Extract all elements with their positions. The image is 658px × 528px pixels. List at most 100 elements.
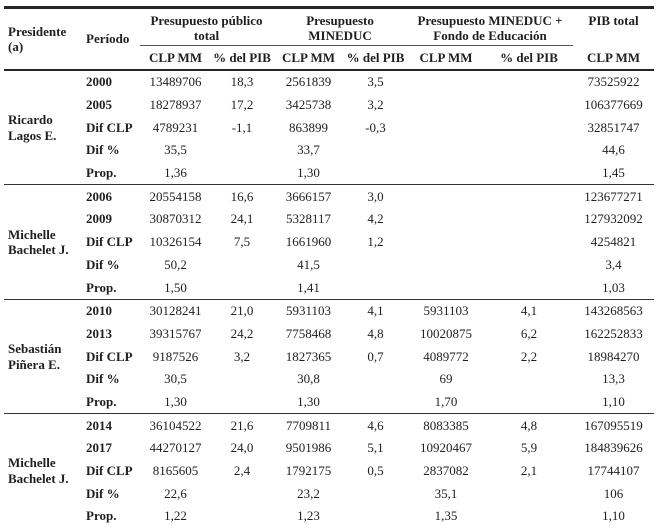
value-cell: 1,30 bbox=[297, 165, 320, 181]
value-cell: 16,6 bbox=[211, 184, 274, 209]
value-cell bbox=[485, 184, 574, 209]
value-cell bbox=[344, 276, 407, 299]
table-row: Dif % 22,6 23,2 35,1 106 bbox=[4, 482, 654, 505]
value-cell: 13,3 bbox=[602, 371, 625, 387]
value-cell: 1661960 bbox=[285, 234, 332, 250]
value-cell bbox=[407, 184, 486, 209]
header-period: Período bbox=[84, 7, 140, 71]
table-row: Michelle Bachelet J. 2006 20554158 16,6 3666… bbox=[4, 184, 655, 300]
value-cell: 106377669 bbox=[584, 97, 643, 113]
period-cell: Dif CLP bbox=[86, 234, 133, 250]
value-cell: 5,9 bbox=[520, 440, 538, 456]
value-cell: 7,5 bbox=[233, 234, 251, 250]
value-cell: 1792175 bbox=[285, 463, 332, 479]
value-cell: 39315767 bbox=[149, 325, 202, 341]
value-cell: 3666157 bbox=[273, 184, 345, 209]
table-row: 2017 44270127 24,0 9501986 5,1 10920467 5,9 184… bbox=[4, 437, 654, 460]
value-cell: 2837082 bbox=[423, 463, 469, 479]
value-cell: 10326154 bbox=[149, 234, 202, 250]
value-cell: 2,4 bbox=[233, 463, 251, 479]
value-cell: 1,2 bbox=[367, 234, 384, 250]
value-cell: 1,36 bbox=[164, 165, 187, 181]
header-subcol-pib-1: % del PIB bbox=[211, 45, 274, 71]
value-cell bbox=[407, 254, 485, 277]
value-cell: 3,0 bbox=[344, 184, 408, 209]
value-cell bbox=[211, 162, 273, 185]
value-cell bbox=[407, 162, 485, 185]
value-cell: 4254821 bbox=[590, 234, 637, 250]
value-cell: 8165605 bbox=[152, 463, 199, 479]
table-row: Prop. 1,50 1,41 1,03 bbox=[4, 276, 654, 299]
period-cell: Dif % bbox=[86, 371, 120, 387]
table-row: 2005 18278937 17,2 3425738 3,2 106377669 bbox=[4, 94, 654, 117]
value-cell bbox=[211, 368, 273, 391]
table-row: Prop. 1,22 1,23 1,35 1,10 bbox=[4, 505, 654, 528]
table-body: Ricardo Lagos E. 2000 13489706 18,3 2561839 3… bbox=[4, 70, 655, 528]
value-cell: 18984270 bbox=[587, 348, 640, 364]
value-cell: 1,35 bbox=[434, 508, 458, 524]
period-cell: Dif % bbox=[86, 485, 120, 501]
value-cell: 13489706 bbox=[149, 74, 202, 90]
value-cell bbox=[485, 162, 573, 185]
president-cell: Michelle Bachelet J. bbox=[4, 184, 84, 300]
value-cell: 4,2 bbox=[367, 211, 384, 227]
value-cell: 50,2 bbox=[164, 256, 187, 272]
table-row: Dif % 50,2 41,5 3,4 bbox=[4, 254, 654, 277]
value-cell: 2,1 bbox=[520, 463, 538, 479]
value-cell: 863899 bbox=[289, 119, 329, 135]
value-cell: 73525922 bbox=[587, 74, 640, 90]
value-cell: 24,1 bbox=[230, 211, 254, 227]
value-cell: 5,1 bbox=[367, 440, 384, 456]
value-cell: 1,23 bbox=[297, 508, 320, 524]
value-cell: 4089772 bbox=[423, 348, 469, 364]
value-cell bbox=[485, 505, 573, 528]
value-cell: 44,6 bbox=[602, 142, 625, 158]
value-cell: 18,3 bbox=[230, 74, 254, 90]
period-cell: 2005 bbox=[86, 97, 112, 113]
value-cell bbox=[407, 276, 485, 299]
value-cell: 4,8 bbox=[485, 413, 574, 437]
value-cell: 35,5 bbox=[164, 142, 187, 158]
period-cell: Dif CLP bbox=[86, 463, 133, 479]
value-cell: 1,45 bbox=[602, 165, 625, 181]
table-row: Dif CLP 10326154 7,5 1661960 1,2 4254821 bbox=[4, 231, 654, 254]
value-cell: 20554158 bbox=[140, 184, 211, 209]
header-row-subcols: CLP MM % del PIB CLP MM % del PIB CLP MM… bbox=[4, 45, 655, 71]
table-row: Dif % 35,5 33,7 44,6 bbox=[4, 139, 654, 162]
president-cell: Ricardo Lagos E. bbox=[8, 112, 57, 143]
value-cell bbox=[211, 254, 273, 277]
period-cell: Dif % bbox=[86, 142, 120, 158]
value-cell: 3,4 bbox=[605, 256, 622, 272]
value-cell: 4789231 bbox=[152, 119, 199, 135]
value-cell: 1,03 bbox=[602, 279, 625, 295]
value-cell: 1,30 bbox=[164, 393, 187, 409]
value-cell: 0,7 bbox=[367, 348, 384, 364]
value-cell: 3,5 bbox=[367, 74, 384, 90]
period-cell: 2000 bbox=[86, 74, 112, 90]
value-cell: -1,1 bbox=[231, 119, 253, 135]
value-cell: 4,6 bbox=[344, 413, 408, 437]
table-row: Ricardo Lagos E. 2000 13489706 18,3 2561839 3… bbox=[4, 70, 654, 142]
value-cell bbox=[485, 254, 573, 277]
value-cell bbox=[344, 391, 407, 414]
value-cell bbox=[344, 368, 407, 391]
period-cell: 2010 bbox=[84, 298, 140, 323]
value-cell: 33,7 bbox=[297, 142, 320, 158]
header-group-presupuesto-publico: Presupuesto público total bbox=[140, 7, 274, 46]
value-cell: 167095519 bbox=[573, 413, 655, 437]
president-cell: Michelle Bachelet J. bbox=[4, 413, 84, 528]
value-cell: 5328117 bbox=[286, 211, 332, 227]
value-cell bbox=[485, 482, 573, 505]
value-cell: 6,2 bbox=[520, 325, 538, 341]
value-cell bbox=[344, 139, 407, 162]
value-cell bbox=[407, 231, 485, 254]
value-cell: 24,2 bbox=[230, 325, 254, 341]
period-cell: 2009 bbox=[86, 211, 112, 227]
period-cell: 2013 bbox=[86, 325, 112, 341]
value-cell: 44270127 bbox=[149, 440, 202, 456]
value-cell: 32851747 bbox=[587, 119, 640, 135]
value-cell: 36104522 bbox=[140, 413, 211, 437]
header-subcol-pib-3: % del PIB bbox=[485, 45, 574, 71]
value-cell: 3,2 bbox=[367, 97, 384, 113]
table-row: Sebastián Piñera E. 2010 30128241 21,0 59311… bbox=[4, 298, 655, 414]
